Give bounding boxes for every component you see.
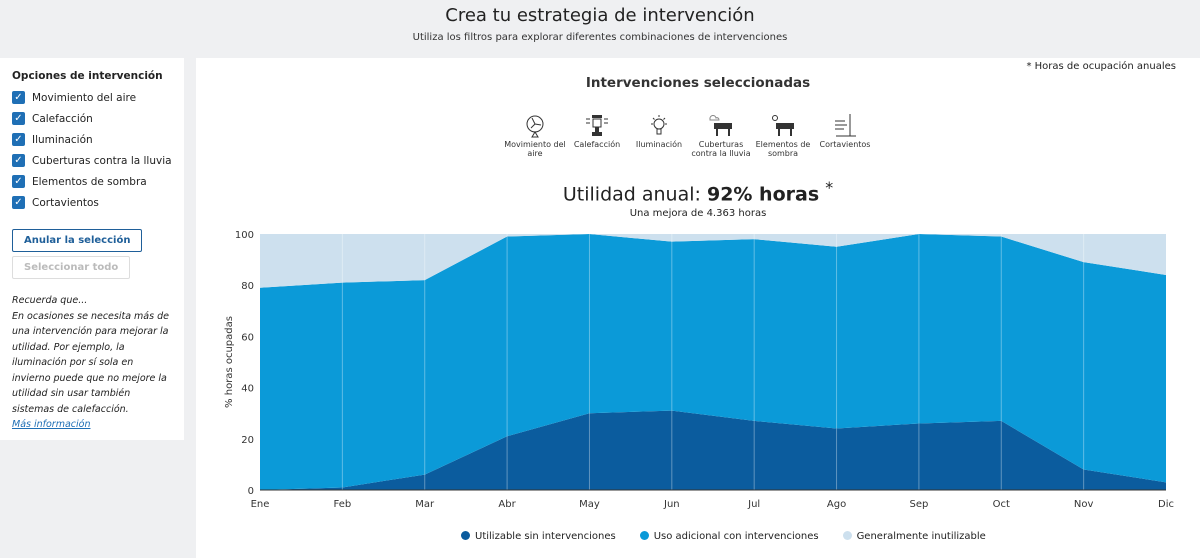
option-checkbox[interactable]: ✓ Iluminación [12,129,172,150]
note-title: Recuerda que... [12,295,88,306]
checkbox-checked-icon[interactable]: ✓ [12,175,25,188]
sidebar-heading: Opciones de intervención [12,70,163,82]
intervention-item: Movimiento del aire [504,113,566,158]
intervention-label: Elementos de sombra [755,140,811,158]
legend-dot-icon [461,531,470,540]
option-label: Cuberturas contra la lluvia [32,154,172,167]
option-checkbox[interactable]: ✓ Cortavientos [12,192,172,213]
page-subtitle: Utiliza los filtros para explorar difere… [412,32,788,43]
x-tick-label: May [579,499,600,510]
legend: Utilizable sin intervenciones Uso adicion… [461,531,986,542]
utility-value: 92% horas [706,183,820,206]
option-checkbox[interactable]: ✓ Movimiento del aire [12,87,172,108]
main-panel: Ene Feb Mar Abr May Jun Jul Ago Sep Oct Nov Dic 0 20 4… [196,58,1200,558]
x-tick-label: Nov [1074,499,1094,510]
rain-canopy-icon [709,114,732,136]
checkbox-checked-icon[interactable]: ✓ [12,91,25,104]
legend-item[interactable]: Utilizable sin intervenciones [461,531,616,542]
annual-utility: Utilidad anual: 92% horas * [196,178,1200,205]
intervention-label: Iluminación [635,140,683,149]
legend-item[interactable]: Generalmente inutilizable [842,531,986,542]
intervention-label: Calefacción [573,140,621,149]
y-tick-label: 100 [235,230,254,241]
sun-canopy-icon [772,115,794,136]
y-axis-label: % horas ocupadas [224,316,235,408]
x-tick-label: Oct [993,499,1010,510]
option-checkbox[interactable]: ✓ Cuberturas contra la lluvia [12,150,172,171]
area-series-1 [260,234,1166,490]
y-tick-label: 20 [241,435,254,446]
x-tick-label: Jun [663,499,680,510]
option-checkbox[interactable]: ✓ Elementos de sombra [12,171,172,192]
option-label: Elementos de sombra [32,175,147,188]
sidebar: Opciones de intervención ✓ Movimiento del… [0,58,184,440]
intervention-item: Elementos de sombra [752,113,814,158]
fan-icon [526,115,544,138]
intervention-item: Iluminación [628,113,690,158]
x-tick-label: Sep [909,499,928,510]
intervention-label: Movimiento del aire [504,140,566,158]
interventions-icons: Movimiento del aire Calefacción Iluminació… [504,113,876,158]
option-label: Movimiento del aire [32,91,137,104]
legend-label: Generalmente inutilizable [856,531,986,542]
x-tick-label: Feb [334,499,352,510]
checkbox-checked-icon[interactable]: ✓ [12,154,25,167]
intervention-item: Cuberturas contra la lluvia [690,113,752,158]
legend-label: Uso adicional con intervenciones [653,531,819,542]
utility-star: * [825,178,834,197]
select-all-button[interactable]: Seleccionar todo [12,256,131,279]
x-tick-label: Jul [747,499,760,510]
option-checkbox[interactable]: ✓ Calefacción [12,108,172,129]
x-tick-label: Dic [1158,499,1174,510]
x-tick-label: Ene [251,499,270,510]
footnote: * Horas de ocupación anuales [1026,61,1176,72]
option-label: Iluminación [32,133,93,146]
y-tick-label: 0 [248,486,254,497]
checkbox-checked-icon[interactable]: ✓ [12,133,25,146]
intervention-label: Cortavientos [819,140,871,149]
y-tick-label: 80 [241,281,254,292]
note: Recuerda que... En ocasiones se necesita… [12,293,172,433]
x-tick-label: Ago [827,499,846,510]
intervention-label: Cuberturas contra la lluvia [691,140,751,158]
y-tick-label: 60 [241,332,254,343]
windbreak-icon [835,114,856,137]
legend-item[interactable]: Uso adicional con intervenciones [639,531,819,542]
area-series-2 [260,234,1166,288]
lightbulb-icon [651,115,667,135]
legend-dot-icon [842,531,852,540]
area-series-0 [260,410,1166,490]
option-label: Cortavientos [32,196,99,209]
x-tick-label: Mar [415,499,435,510]
y-tick-label: 40 [241,384,254,395]
page-title: Crea tu estrategia de intervención [445,5,755,26]
legend-dot-icon [639,531,649,540]
heater-icon [586,115,608,136]
checkbox-checked-icon[interactable]: ✓ [12,196,25,209]
intervention-item: Cortavientos [814,113,876,158]
intervention-item: Calefacción [566,113,628,158]
utility-prefix: Utilidad anual: [562,183,707,206]
x-tick-label: Abr [498,499,516,510]
option-label: Calefacción [32,112,93,125]
selected-heading: Intervenciones seleccionadas [585,75,811,91]
more-info-link[interactable]: Más información [12,419,91,430]
improvement-text: Una mejora de 4.363 horas [629,208,767,219]
checkbox-checked-icon[interactable]: ✓ [12,112,25,125]
area-chart: Ene Feb Mar Abr May Jun Jul Ago Sep Oct Nov Dic 0 20 4… [224,230,1174,510]
clear-selection-button[interactable]: Anular la selección [12,229,143,252]
note-body: En ocasiones se necesita más de una inte… [12,310,169,415]
legend-label: Utilizable sin intervenciones [475,531,616,542]
